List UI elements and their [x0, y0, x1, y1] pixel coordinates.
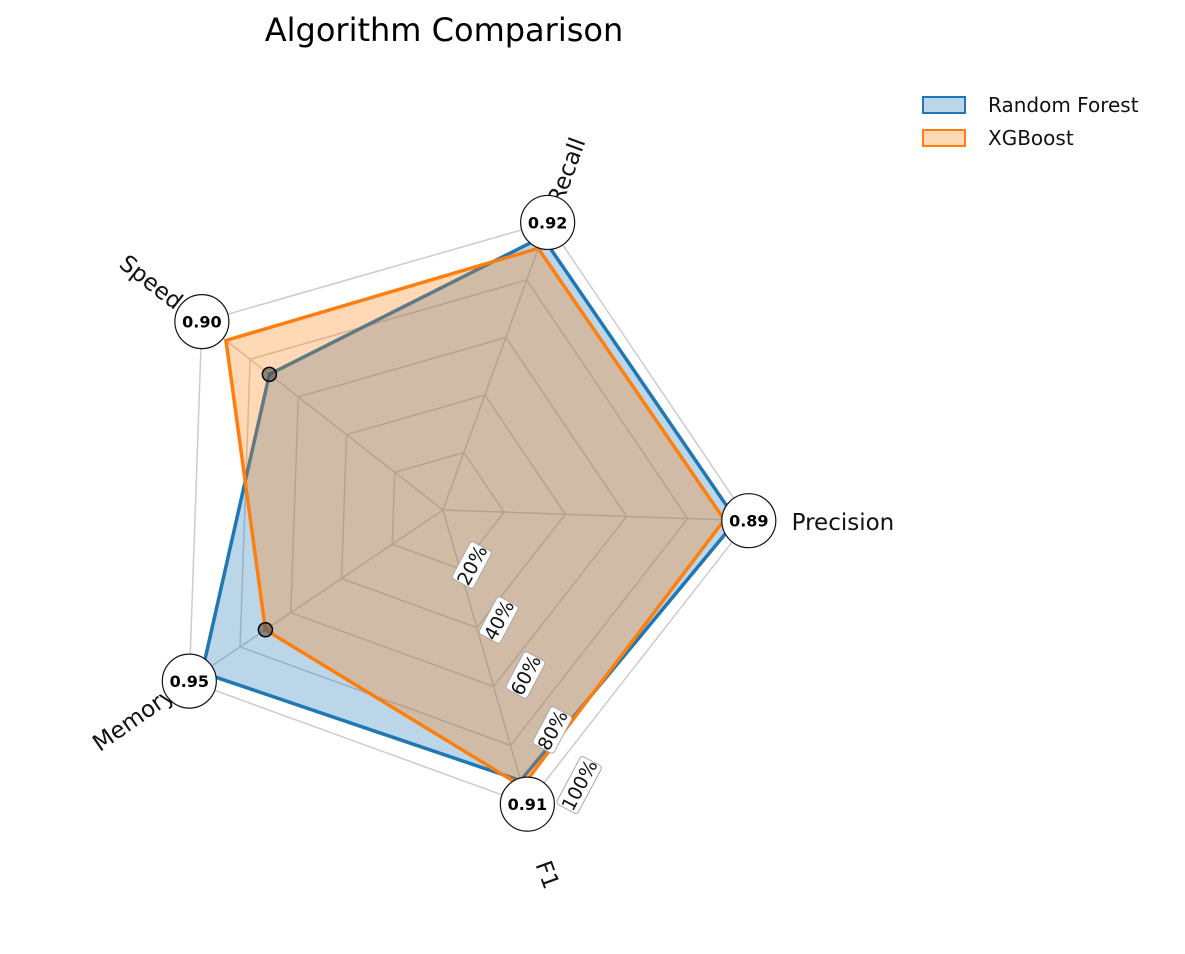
value-bubble-precision [721, 493, 777, 549]
grid-ring-4 [239, 279, 689, 747]
radial-tick-box-5 [556, 756, 602, 814]
point-marker-speed [261, 366, 278, 383]
radial-tick-box-2 [478, 596, 519, 644]
grid-spoke-speed [201, 321, 444, 511]
legend-item-xgboost: XGBoost [922, 121, 1139, 154]
value-label-memory: 0.95 [170, 672, 209, 691]
legend-swatch-xgboost [922, 128, 966, 147]
value-label-speed: 0.90 [182, 313, 221, 332]
radial-tick-box-1 [451, 541, 492, 589]
value-label-precision: 0.89 [729, 512, 768, 531]
chart-title: Algorithm Comparison [265, 11, 623, 49]
radial-tick-5: 100% [556, 756, 603, 815]
value-bubble-f1 [499, 776, 555, 832]
grid-ring-3 [290, 336, 628, 688]
grid-spoke-precision [442, 509, 749, 522]
value-label-f1: 0.91 [508, 795, 547, 814]
value-bubble-recall [520, 194, 576, 251]
radar-grid [188, 221, 750, 806]
radial-tick-label-5: 100% [558, 756, 603, 814]
radar-series [199, 234, 739, 789]
axis-label-precision: Precision [792, 510, 895, 536]
grid-ring-5 [188, 221, 750, 806]
axis-label-speed: Speed [114, 250, 187, 315]
legend-label-random-forest: Random Forest [988, 92, 1139, 117]
value-bubble-speed [174, 294, 230, 350]
legend: Random Forest XGBoost [922, 88, 1139, 154]
value-label-recall: 0.92 [528, 213, 567, 232]
legend-item-random-forest: Random Forest [922, 88, 1139, 121]
point-marker-memory [257, 622, 274, 638]
legend-label-xgboost: XGBoost [988, 125, 1074, 150]
value-bubble-memory [161, 653, 217, 709]
grid-spoke-recall [442, 222, 549, 511]
legend-swatch-random-forest [922, 95, 966, 114]
radial-tick-box-4 [532, 706, 573, 754]
axis-label-f1: F1 [530, 858, 564, 893]
radial-tick-box-3 [505, 651, 546, 699]
grid-spoke-memory [188, 509, 444, 682]
grid-spoke-f1 [442, 509, 529, 805]
